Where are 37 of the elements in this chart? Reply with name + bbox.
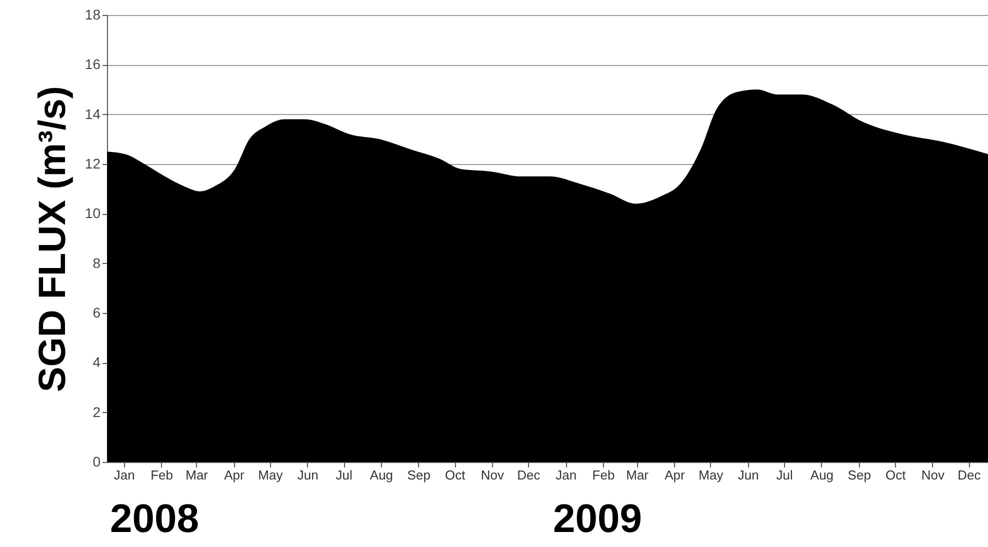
x-tick-label: Sep — [848, 468, 871, 482]
y-tick-label: 2 — [92, 404, 101, 420]
x-tick-label: Aug — [810, 468, 834, 482]
x-tick-label: Nov — [480, 468, 505, 482]
x-tick-label: Feb — [150, 468, 174, 482]
y-tick-label: 6 — [92, 304, 101, 320]
y-axis-title: SGD FLUX (m³/s) — [32, 86, 74, 392]
x-tick-label: Oct — [885, 468, 906, 482]
x-tick-label: Oct — [444, 468, 466, 482]
x-tick-label: Mar — [626, 468, 650, 482]
x-tick-label: Apr — [224, 468, 246, 482]
x-tick-label: Jun — [738, 468, 759, 482]
x-tick-label: Jul — [776, 468, 793, 482]
x-tick-label: Feb — [592, 468, 615, 482]
x-tick-label: Dec — [517, 468, 541, 482]
x-tick-label: Dec — [958, 468, 982, 482]
y-tick-label: 4 — [92, 354, 101, 370]
x-tick-label: Apr — [664, 468, 686, 482]
text: 2009 — [553, 497, 642, 541]
x-tick-label: Jun — [297, 468, 318, 482]
x-tick-label: Jan — [114, 468, 135, 482]
x-tick-label: Jul — [336, 468, 352, 482]
y-tick-label: 14 — [84, 106, 101, 122]
y-tick-label: 18 — [84, 6, 101, 22]
y-tick-label: 0 — [92, 454, 101, 470]
x-tick-label: Jan — [556, 468, 577, 482]
x-tick-label: Aug — [370, 468, 394, 482]
x-tick-label: Mar — [186, 468, 209, 482]
x-tick-label: Nov — [921, 468, 946, 482]
x-tick-label: May — [258, 468, 284, 482]
y-tick-label: 16 — [84, 56, 101, 72]
x-tick-label: Sep — [407, 468, 430, 482]
text: 2008 — [110, 497, 199, 541]
y-tick-label: 8 — [92, 254, 101, 271]
x-tick-label: May — [698, 468, 724, 482]
y-tick-label: 10 — [84, 205, 101, 222]
y-tick-label: 12 — [84, 156, 101, 172]
